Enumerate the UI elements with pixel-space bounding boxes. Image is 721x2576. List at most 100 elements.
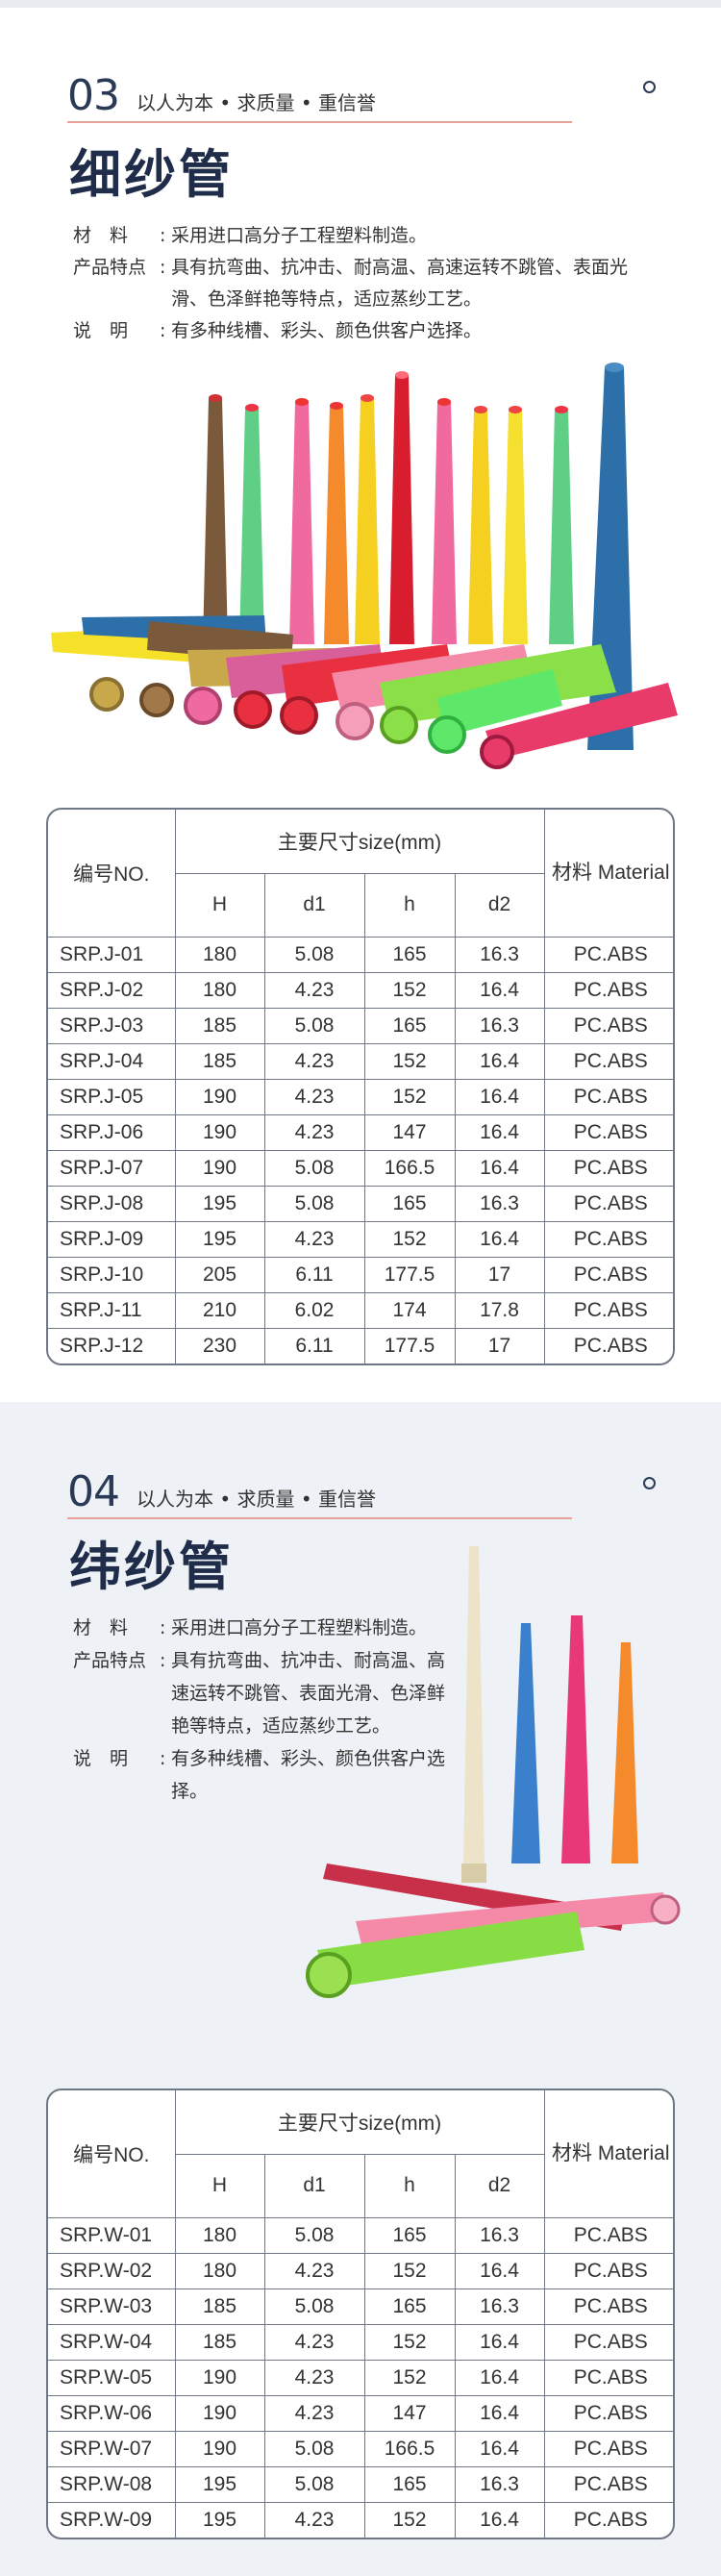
table-cell: 147 (363, 2394, 456, 2432)
table-cell: 5.08 (263, 1007, 365, 1044)
table-cell: PC.ABS (543, 1256, 673, 1293)
desc-text: 具有抗弯曲、抗冲击、耐高温、高速运转不跳管、表面光滑、色泽鲜艳等特点，适应蒸纱工… (171, 257, 629, 310)
table-row: SRP.J-08 195 5.08 165 16.3 PC.ABS (48, 1185, 673, 1222)
table-cell: 230 (174, 1327, 265, 1363)
table-cell: 152 (363, 1220, 456, 1258)
section-header: 04 以人为本 • 求质量 • 重信誉 (67, 1467, 572, 1519)
table-cell: 16.4 (454, 1042, 545, 1080)
table-cell: 16.4 (454, 1078, 545, 1115)
table-cell: 195 (174, 1185, 265, 1222)
table-cell: PC.ABS (543, 1291, 673, 1329)
table-cell: SRP.J-08 (48, 1185, 176, 1222)
table-cell: 152 (363, 1042, 456, 1080)
table-cell: SRP.J-02 (48, 971, 176, 1009)
header-size: 主要尺寸size(mm) (174, 810, 545, 874)
table-cell: PC.ABS (543, 2359, 673, 2396)
table-cell: PC.ABS (543, 2216, 673, 2254)
table-cell: SRP.J-07 (48, 1149, 176, 1187)
table-cell: 6.11 (263, 1327, 365, 1363)
desc-label: 说 明 (73, 1748, 129, 1769)
spinning-bobbins-image (51, 363, 678, 769)
section-number: 04 (67, 1467, 120, 1516)
table-cell: 152 (363, 971, 456, 1009)
table-cell: 195 (174, 1220, 265, 1258)
desc-text: 有多种线槽、彩头、颜色供客户选择。 (171, 1748, 446, 1802)
table-cell: PC.ABS (543, 2465, 673, 2503)
table-cell: 4.23 (263, 971, 365, 1009)
table-cell: 16.3 (454, 2288, 545, 2325)
desc-row-features: 产品特点 : 具有抗弯曲、抗冲击、耐高温、高速运转不跳管、表面光滑、色泽鲜艳等特… (73, 252, 650, 315)
table-cell: 165 (363, 2465, 456, 2503)
table-cell: 180 (174, 971, 265, 1009)
table-cell: SRP.J-01 (48, 936, 176, 973)
table-cell: 190 (174, 1078, 265, 1115)
header-d1: d1 (263, 872, 365, 938)
spec-table: 编号NO. 主要尺寸size(mm) 材料 Material H d1 h d2… (46, 808, 675, 1365)
table-cell: 5.08 (263, 1185, 365, 1222)
table-cell: 16.3 (454, 2216, 545, 2254)
spec-table: 编号NO. 主要尺寸size(mm) 材料 Material H d1 h d2… (46, 2088, 675, 2539)
header-d2: d2 (454, 2153, 545, 2218)
table-cell: 16.3 (454, 2465, 545, 2503)
section-slogan: 以人为本 • 求质量 • 重信誉 (137, 91, 377, 114)
table-cell: 152 (363, 2252, 456, 2289)
section-header: 03 以人为本 • 求质量 • 重信誉 (67, 71, 572, 123)
header-H: H (175, 872, 265, 938)
header-no: 编号NO. (48, 2090, 176, 2218)
table-cell: 4.23 (263, 2394, 365, 2432)
table-row: SRP.J-02 180 4.23 152 16.4 PC.ABS (48, 971, 673, 1009)
table-row: SRP.J-06 190 4.23 147 16.4 PC.ABS (48, 1113, 673, 1151)
table-cell: 147 (363, 1113, 456, 1151)
table-cell: PC.ABS (543, 1327, 673, 1363)
table-cell: 4.23 (263, 1078, 365, 1115)
header-d1: d1 (263, 2153, 365, 2218)
table-cell: 152 (363, 2501, 456, 2538)
table-cell: 165 (363, 1007, 456, 1044)
circle-icon (643, 1477, 656, 1489)
table-cell: 16.3 (454, 1185, 545, 1222)
table-cell: 185 (174, 1007, 265, 1044)
table-cell: SRP.W-02 (48, 2252, 176, 2289)
table-cell: PC.ABS (543, 1220, 673, 1258)
section-spinning-bobbin: 03 以人为本 • 求质量 • 重信誉 细纱管 材 料 : 采用进口高分子工程塑… (0, 0, 721, 1365)
desc-label: 产品特点 (73, 257, 147, 278)
table-cell: PC.ABS (543, 971, 673, 1009)
table-cell: PC.ABS (543, 936, 673, 973)
table-cell: 166.5 (363, 2430, 456, 2467)
table-cell: 165 (363, 2288, 456, 2325)
table-cell: PC.ABS (543, 1007, 673, 1044)
table-cell: SRP.W-08 (48, 2465, 176, 2503)
table-cell: 165 (363, 1185, 456, 1222)
table-row: SRP.J-04 185 4.23 152 16.4 PC.ABS (48, 1042, 673, 1080)
table-row: SRP.W-05 190 4.23 152 16.4 PC.ABS (48, 2359, 673, 2396)
desc-label: 说 明 (73, 320, 129, 341)
table-row: SRP.J-12 230 6.11 177.5 17 PC.ABS (48, 1327, 673, 1363)
table-cell: 152 (363, 2323, 456, 2361)
table-row: SRP.J-11 210 6.02 174 17.8 PC.ABS (48, 1291, 673, 1329)
desc-row-material: 材 料 : 采用进口高分子工程塑料制造。 (73, 1612, 458, 1644)
desc-row-material: 材 料 : 采用进口高分子工程塑料制造。 (73, 220, 650, 252)
lying-pirns (306, 1863, 681, 1998)
table-cell: PC.ABS (543, 2501, 673, 2538)
table-cell: PC.ABS (543, 2323, 673, 2361)
table-cell: PC.ABS (543, 2430, 673, 2467)
table-cell: 16.4 (454, 971, 545, 1009)
table-cell: 180 (174, 2252, 265, 2289)
product-description: 材 料 : 采用进口高分子工程塑料制造。 产品特点 : 具有抗弯曲、抗冲击、耐高… (73, 220, 650, 347)
table-cell: 174 (363, 1291, 456, 1329)
table-cell: 5.08 (263, 2288, 365, 2325)
table-cell: SRP.W-07 (48, 2430, 176, 2467)
table-cell: 166.5 (363, 1149, 456, 1187)
table-cell: 16.4 (454, 2359, 545, 2396)
table-cell: 190 (174, 2394, 265, 2432)
table-cell: 4.23 (263, 1220, 365, 1258)
table-cell: 185 (174, 1042, 265, 1080)
upright-bobbins (203, 363, 634, 750)
header-h: h (363, 2153, 456, 2218)
table-cell: PC.ABS (543, 2288, 673, 2325)
desc-text: 具有抗弯曲、抗冲击、耐高温、高速运转不跳管、表面光滑、色泽鲜艳等特点，适应蒸纱工… (171, 1650, 446, 1737)
section-weft-pirn: 04 以人为本 • 求质量 • 重信誉 纬纱管 材 料 : 采用进口高分子工程塑… (0, 1402, 721, 2576)
table-cell: 16.4 (454, 2323, 545, 2361)
table-cell: 16.3 (454, 1007, 545, 1044)
